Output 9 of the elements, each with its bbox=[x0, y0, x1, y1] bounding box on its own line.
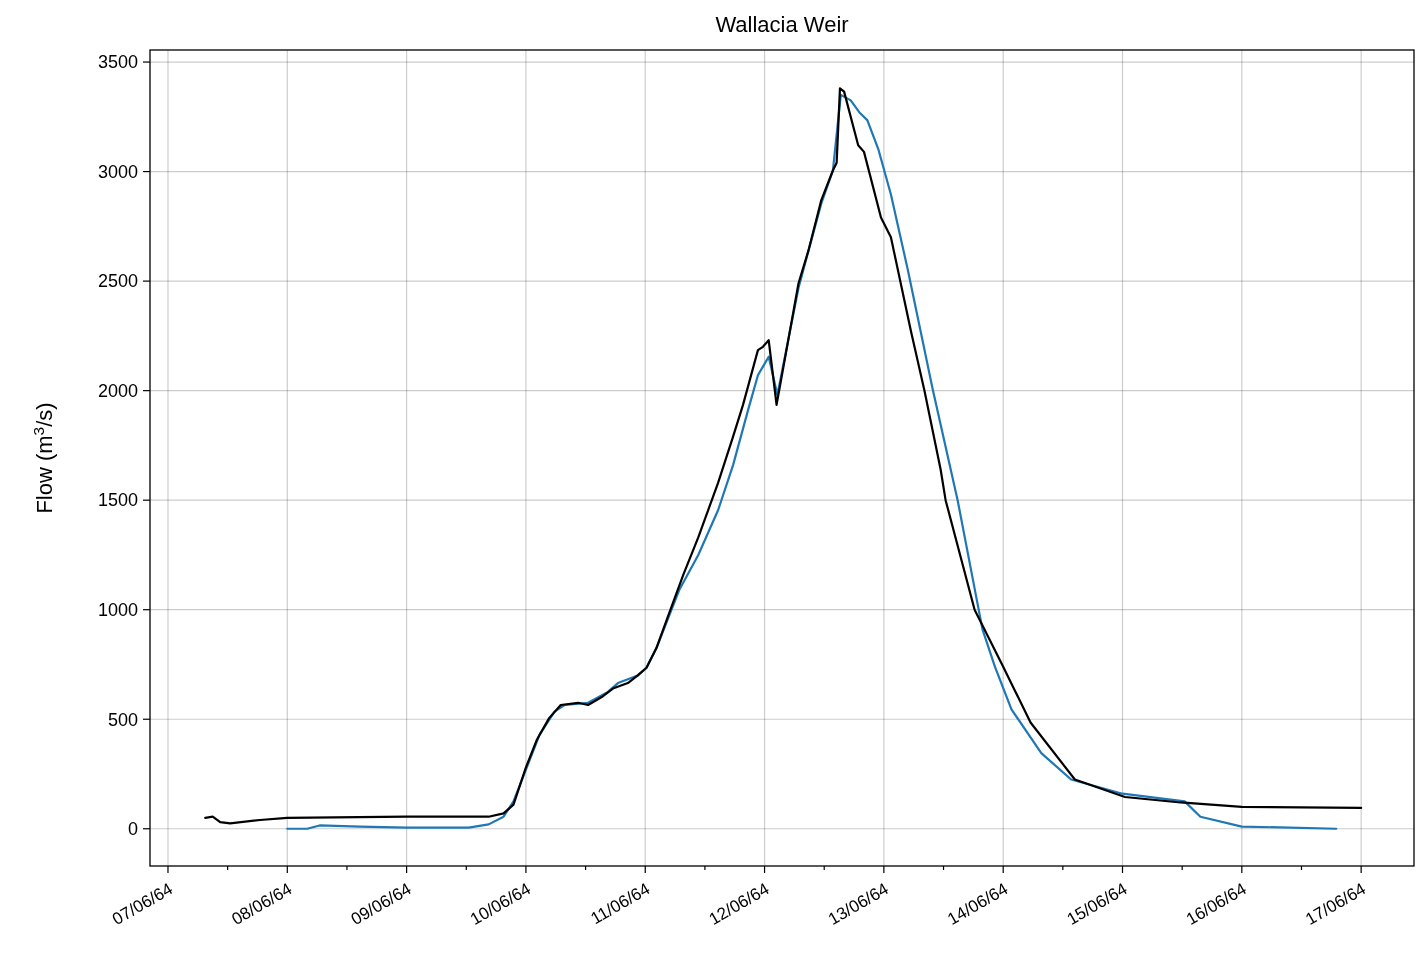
chart-title: Wallacia Weir bbox=[715, 12, 849, 37]
y-tick-label: 500 bbox=[107, 709, 138, 730]
y-tick-label: 3000 bbox=[97, 161, 138, 182]
y-tick-label: 0 bbox=[127, 819, 138, 840]
y-tick-label: 3500 bbox=[97, 52, 138, 73]
y-tick-label: 1500 bbox=[97, 490, 138, 511]
y-tick-label: 2000 bbox=[97, 380, 138, 401]
y-tick-label: 2500 bbox=[97, 271, 138, 292]
y-tick-label: 1000 bbox=[97, 600, 138, 620]
